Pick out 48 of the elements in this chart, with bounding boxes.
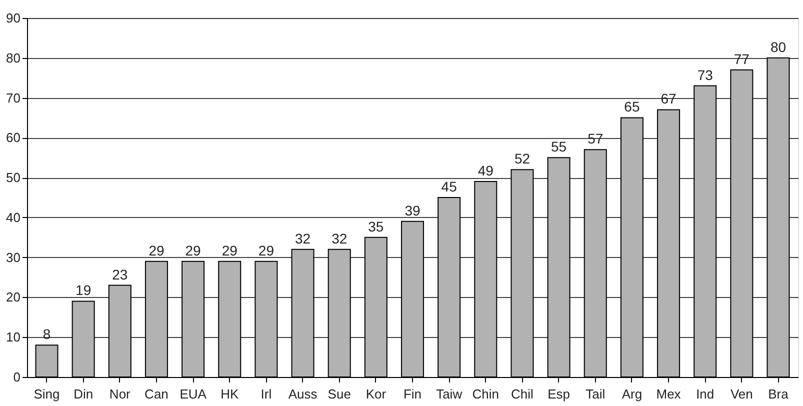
data-label: 80 bbox=[770, 38, 786, 55]
data-label: 52 bbox=[514, 150, 530, 167]
data-label: 29 bbox=[185, 242, 202, 258]
x-tick-label: Auss bbox=[288, 386, 318, 402]
y-tick-label: 60 bbox=[6, 130, 20, 146]
data-label: 45 bbox=[441, 178, 458, 194]
data-label: 39 bbox=[404, 202, 420, 218]
x-tick-label: Bra bbox=[768, 386, 790, 402]
data-label: 55 bbox=[551, 138, 567, 155]
x-tick-label: Kor bbox=[366, 386, 387, 402]
x-tick-label: Tail bbox=[586, 386, 606, 402]
data-label: 32 bbox=[332, 230, 348, 246]
data-label: 65 bbox=[624, 98, 640, 115]
y-tick-label: 30 bbox=[6, 250, 20, 265]
x-tick-label: Nor bbox=[109, 386, 132, 402]
data-label: 49 bbox=[478, 162, 494, 179]
x-tick-label: Chin bbox=[472, 386, 500, 402]
x-tick-label: Din bbox=[74, 386, 94, 402]
x-tick-label: Irl bbox=[260, 386, 272, 402]
y-tick-label: 40 bbox=[6, 210, 20, 225]
y-tick-label: 50 bbox=[6, 170, 20, 186]
data-label: 23 bbox=[112, 266, 128, 282]
data-label: 29 bbox=[222, 242, 238, 258]
x-tick-label: Ven bbox=[730, 386, 753, 402]
y-tick-label: 10 bbox=[6, 330, 20, 345]
x-tick-label: Fin bbox=[403, 386, 422, 402]
y-tick-label: 80 bbox=[6, 50, 20, 66]
x-tick-label: Ind bbox=[696, 386, 714, 402]
y-tick-label: 90 bbox=[6, 10, 20, 26]
x-tick-label: Esp bbox=[548, 386, 570, 402]
x-tick-label: Chil bbox=[511, 386, 534, 402]
x-tick-label: Mex bbox=[656, 386, 682, 402]
y-tick-label: 70 bbox=[6, 90, 20, 106]
x-tick-label: Can bbox=[144, 386, 168, 402]
x-tick-label: HK bbox=[220, 386, 239, 402]
data-label: 32 bbox=[294, 230, 311, 246]
data-label: 73 bbox=[697, 66, 714, 83]
x-tick-label: Arg bbox=[622, 386, 642, 402]
x-tick-label: EUA bbox=[180, 386, 207, 402]
data-label: 29 bbox=[258, 242, 274, 258]
data-label: 35 bbox=[368, 218, 384, 234]
x-tick-label: Taiw bbox=[436, 386, 463, 402]
y-tick-label: 20 bbox=[6, 290, 20, 305]
y-tick-label: 0 bbox=[13, 370, 20, 384]
data-label: 29 bbox=[148, 242, 164, 258]
x-tick-label: Sing bbox=[34, 386, 60, 402]
x-tick-label: Sue bbox=[328, 386, 351, 402]
data-label: 19 bbox=[76, 282, 92, 298]
